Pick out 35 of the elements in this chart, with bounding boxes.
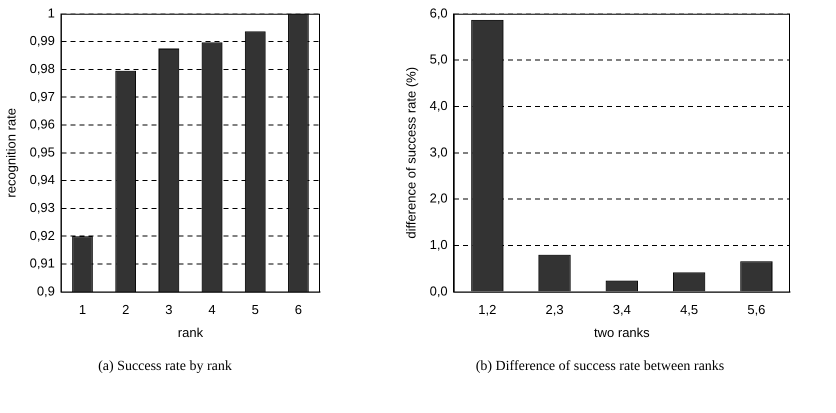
x-tick-label: 5,6 xyxy=(747,302,766,318)
x-tick-label: 6 xyxy=(294,302,302,318)
y-tick-label: 0,96 xyxy=(30,116,55,132)
y-tick-label: 0,9 xyxy=(36,283,55,298)
text: (b) Difference of success rate between ranks xyxy=(474,359,726,375)
y-tick-label: 0,97 xyxy=(30,88,55,104)
y-axis-title: difference of success rate (%) xyxy=(403,66,418,239)
x-tick-label: 1,2 xyxy=(478,302,496,318)
y-tick-label: 2,0 xyxy=(430,190,448,206)
x-tick-label: 2 xyxy=(122,302,130,318)
x-tick-label: 3 xyxy=(165,302,172,318)
y-tick-label: 0,98 xyxy=(30,60,55,76)
text: (a) Success rate by rank xyxy=(97,359,233,375)
x-tick-label: 1 xyxy=(78,302,86,318)
x-tick-label: 4,5 xyxy=(680,302,698,318)
x-axis-title: rank xyxy=(178,324,204,340)
y-tick-label: 0,93 xyxy=(30,200,55,215)
y-tick-label: 0,94 xyxy=(30,172,55,188)
y-tick-label: 0,0 xyxy=(430,283,448,298)
x-axis-title: two ranks xyxy=(594,324,650,340)
y-tick-label: 1 xyxy=(48,5,55,20)
y-tick-label: 0,99 xyxy=(30,33,55,48)
y-tick-label: 0,92 xyxy=(30,228,55,243)
y-tick-label: 0,91 xyxy=(30,256,55,271)
y-tick-label: 4,0 xyxy=(430,98,448,114)
x-tick-label: 5 xyxy=(252,302,259,318)
y-tick-label: 0,95 xyxy=(30,144,55,160)
y-axis-title: recognition rate xyxy=(3,108,18,198)
y-tick-label: 6,0 xyxy=(430,5,448,20)
y-tick-label: 3,0 xyxy=(430,144,448,160)
y-tick-label: 1,0 xyxy=(430,237,448,252)
x-tick-label: 4 xyxy=(208,302,216,318)
y-tick-label: 5,0 xyxy=(430,52,448,67)
x-tick-label: 3,4 xyxy=(612,302,631,318)
x-tick-label: 2,3 xyxy=(546,302,564,318)
